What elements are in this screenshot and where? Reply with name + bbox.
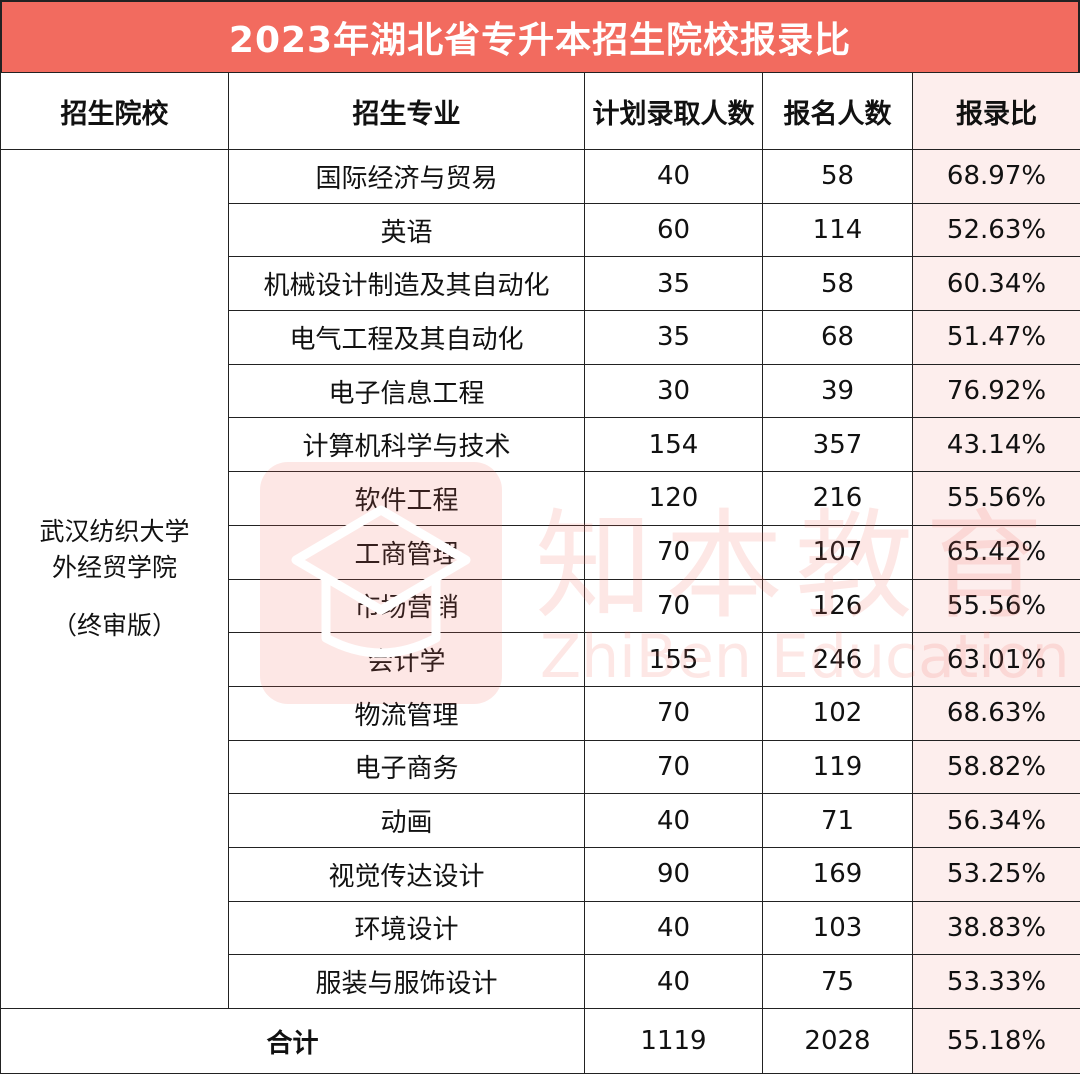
table-row: 物流管理 70 102 68.63% (1, 685, 1080, 741)
plan-cell: 35 (584, 310, 763, 365)
total-applicants: 2028 (762, 1008, 913, 1074)
ratio-cell: 76.92% (912, 363, 1080, 419)
plan-cell: 120 (584, 471, 763, 526)
major-cell: 会计学 (228, 632, 585, 687)
major-cell: 环境设计 (228, 900, 585, 956)
major-cell: 视觉传达设计 (228, 846, 585, 902)
applicants-cell: 114 (762, 202, 913, 258)
plan-cell: 40 (584, 793, 763, 848)
ratio-cell: 43.14% (912, 417, 1080, 473)
major-cell: 计算机科学与技术 (228, 417, 585, 473)
major-cell: 国际经济与贸易 (228, 149, 585, 204)
major-cell: 机械设计制造及其自动化 (228, 256, 585, 312)
table-row: 电子商务 70 119 58.82% (1, 739, 1080, 795)
applicants-cell: 75 (762, 954, 913, 1009)
ratio-cell: 68.63% (912, 685, 1080, 741)
header-school: 招生院校 (0, 72, 229, 150)
table-body: 武汉纺织大学 外经贸学院 （终审版） 国际经济与贸易 40 58 68.97% … (0, 149, 1080, 1009)
applicants-cell: 68 (762, 310, 913, 365)
ratio-cell: 55.56% (912, 578, 1080, 634)
plan-cell: 70 (584, 578, 763, 634)
plan-cell: 70 (584, 685, 763, 741)
header-plan: 计划录取人数 (584, 72, 763, 150)
major-cell: 物流管理 (228, 685, 585, 741)
applicants-cell: 126 (762, 578, 913, 634)
major-cell: 服装与服饰设计 (228, 954, 585, 1009)
major-cell: 英语 (228, 202, 585, 258)
header-ratio: 报录比 (912, 72, 1080, 150)
applicants-cell: 71 (762, 793, 913, 848)
table-row: 市场营销 70 126 55.56% (1, 578, 1080, 634)
applicants-cell: 246 (762, 632, 913, 687)
page-title: 2023年湖北省专升本招生院校报录比 (0, 0, 1080, 72)
table-row: 计算机科学与技术 154 357 43.14% (1, 417, 1080, 473)
table-row: 环境设计 40 103 38.83% (1, 900, 1080, 956)
table-header-row: 招生院校 招生专业 计划录取人数 报名人数 报录比 (0, 72, 1080, 150)
ratio-cell: 56.34% (912, 793, 1080, 848)
school-name-line1: 武汉纺织大学 (39, 517, 190, 546)
total-label: 合计 (0, 1008, 585, 1074)
ratio-cell: 65.42% (912, 524, 1080, 580)
school-name-note: （终审版） (51, 611, 177, 640)
major-cell: 动画 (228, 793, 585, 848)
major-cell: 电气工程及其自动化 (228, 310, 585, 365)
applicants-cell: 103 (762, 900, 913, 956)
header-applicants: 报名人数 (762, 72, 913, 150)
plan-cell: 70 (584, 524, 763, 580)
plan-cell: 40 (584, 900, 763, 956)
table-row: 会计学 155 246 63.01% (1, 632, 1080, 687)
ratio-cell: 53.33% (912, 954, 1080, 1009)
total-row: 合计 1119 2028 55.18% (0, 1008, 1080, 1074)
applicants-cell: 107 (762, 524, 913, 580)
table-row: 服装与服饰设计 40 75 53.33% (1, 954, 1080, 1009)
applicants-cell: 216 (762, 471, 913, 526)
applicants-cell: 169 (762, 846, 913, 902)
applicants-cell: 119 (762, 739, 913, 795)
table-row: 机械设计制造及其自动化 35 58 60.34% (1, 256, 1080, 312)
applicants-cell: 58 (762, 149, 913, 204)
applicants-cell: 39 (762, 363, 913, 419)
table-row: 武汉纺织大学 外经贸学院 （终审版） 国际经济与贸易 40 58 68.97% (0, 149, 1080, 1009)
school-name-line2: 外经贸学院 (51, 553, 177, 582)
plan-cell: 30 (584, 363, 763, 419)
major-cell: 软件工程 (228, 471, 585, 526)
school-cell: 武汉纺织大学 外经贸学院 （终审版） (0, 149, 229, 1009)
ratio-cell: 60.34% (912, 256, 1080, 312)
ratio-cell: 38.83% (912, 900, 1080, 956)
table-row: 动画 40 71 56.34% (1, 793, 1080, 848)
plan-cell: 155 (584, 632, 763, 687)
major-cell: 市场营销 (228, 578, 585, 634)
ratio-cell: 68.97% (912, 149, 1080, 204)
ratio-cell: 52.63% (912, 202, 1080, 258)
ratio-cell: 63.01% (912, 632, 1080, 687)
ratio-cell: 55.56% (912, 471, 1080, 526)
plan-cell: 40 (584, 149, 763, 204)
table-row: 软件工程 120 216 55.56% (1, 471, 1080, 526)
applicants-cell: 58 (762, 256, 913, 312)
plan-cell: 40 (584, 954, 763, 1009)
ratio-cell: 58.82% (912, 739, 1080, 795)
total-ratio: 55.18% (912, 1008, 1080, 1074)
major-cell: 电子信息工程 (228, 363, 585, 419)
table-row: 英语 60 114 52.63% (1, 202, 1080, 258)
table-row: 电子信息工程 30 39 76.92% (1, 363, 1080, 419)
plan-cell: 70 (584, 739, 763, 795)
major-cell: 电子商务 (228, 739, 585, 795)
applicants-cell: 102 (762, 685, 913, 741)
table-row: 电气工程及其自动化 35 68 51.47% (1, 310, 1080, 365)
applicants-cell: 357 (762, 417, 913, 473)
header-major: 招生专业 (228, 72, 585, 150)
admission-ratio-table: 招生院校 招生专业 计划录取人数 报名人数 报录比 武汉纺织大学 外经贸学院 （… (0, 72, 1080, 1074)
ratio-cell: 53.25% (912, 846, 1080, 902)
plan-cell: 154 (584, 417, 763, 473)
ratio-cell: 51.47% (912, 310, 1080, 365)
total-plan: 1119 (584, 1008, 763, 1074)
major-cell: 工商管理 (228, 524, 585, 580)
plan-cell: 60 (584, 202, 763, 258)
plan-cell: 35 (584, 256, 763, 312)
plan-cell: 90 (584, 846, 763, 902)
